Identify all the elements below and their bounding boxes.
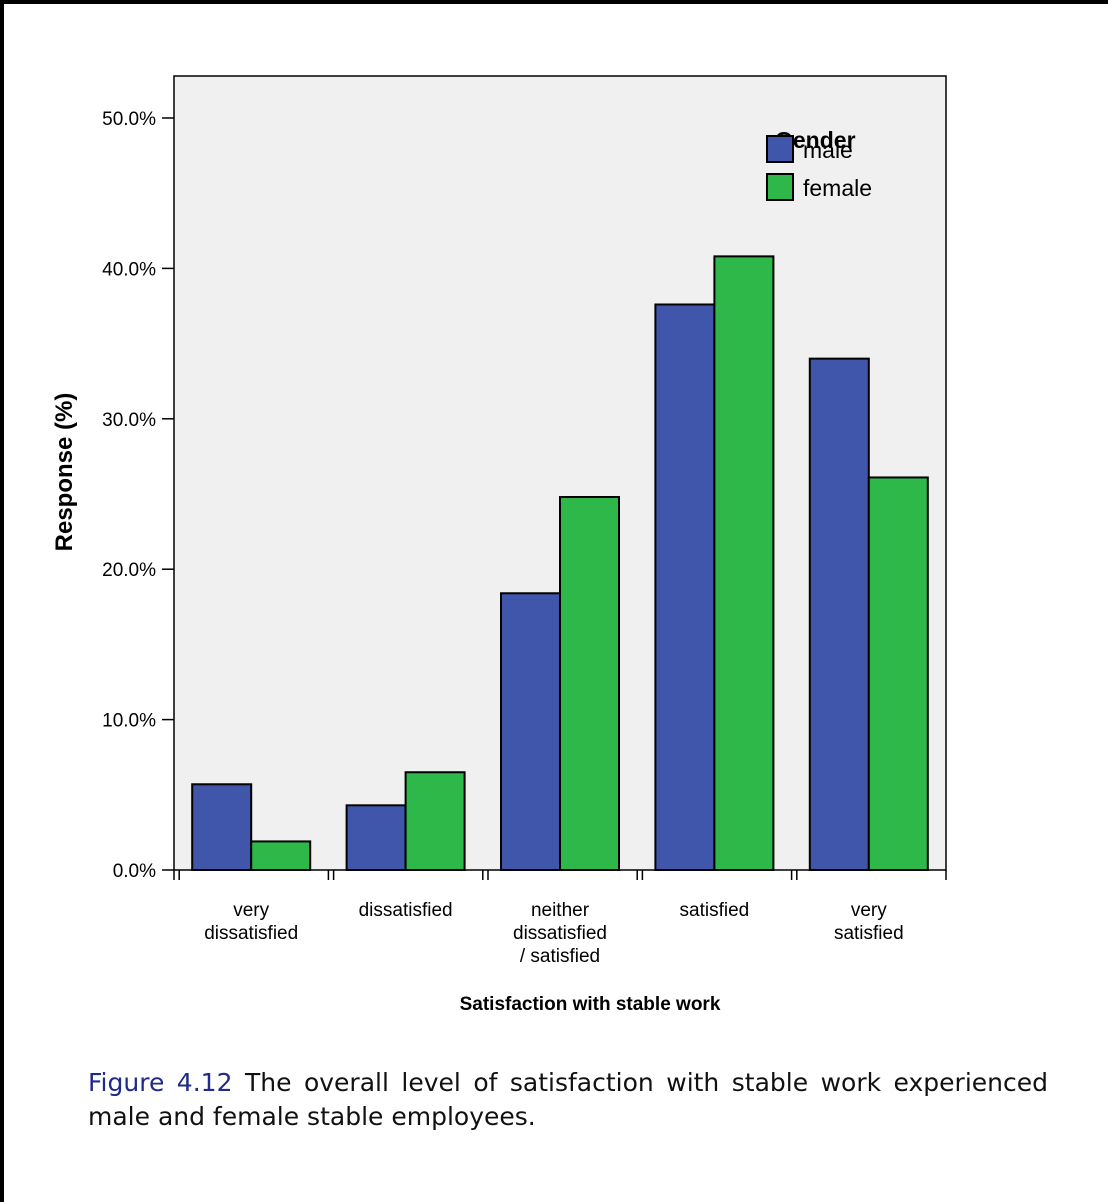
bar-male-4	[808, 357, 870, 871]
y-axis-label: Response (%)	[51, 393, 78, 552]
figure-caption: Figure 4.12 The overall level of satisfa…	[88, 1066, 1048, 1134]
x-tick-label: very dissatisfied	[204, 900, 298, 944]
y-tick-label: 40.0%	[102, 259, 156, 280]
y-axis: 0.0% 10.0% 20.0% 30.0% 40.0% 50.0%	[102, 109, 174, 882]
caption-label: Figure 4.12	[88, 1068, 233, 1097]
bar-male-1	[345, 804, 407, 871]
x-tick-label: neither dissatisfied / satisfied	[513, 900, 607, 967]
x-tick-label: satisfied	[680, 900, 750, 921]
bar-male-0	[191, 783, 253, 871]
bars-layer	[191, 255, 929, 872]
legend-swatch-male	[766, 135, 794, 163]
bar-female-3	[713, 255, 775, 872]
legend-label-male: male	[803, 137, 853, 163]
bar-female-4	[867, 476, 929, 871]
x-tick-label: dissatisfied	[359, 900, 453, 921]
legend-swatch-female	[766, 173, 794, 201]
caption-text: The overall level of satisfaction with s…	[88, 1068, 1048, 1131]
x-axis: very dissatisfied dissatisfied neither dissa…	[173, 870, 947, 967]
x-tick-label: very satisfied	[834, 900, 904, 944]
bar-female-2	[559, 496, 620, 871]
y-tick-label: 30.0%	[102, 410, 156, 431]
bar-male-3	[654, 303, 716, 872]
y-tick-label: 50.0%	[102, 109, 156, 130]
y-tick-label: 0.0%	[113, 861, 156, 882]
bar-male-2	[500, 592, 561, 871]
legend-label-female: female	[803, 175, 872, 201]
y-tick-label: 20.0%	[102, 560, 156, 581]
y-tick-label: 10.0%	[102, 711, 156, 732]
bar-chart: 0.0% 10.0% 20.0% 30.0% 40.0% 50.0% very dissat…	[51, 75, 947, 1015]
bar-female-1	[404, 771, 466, 871]
x-axis-label: Satisfaction with stable work	[460, 994, 721, 1015]
bar-female-0	[250, 840, 312, 872]
